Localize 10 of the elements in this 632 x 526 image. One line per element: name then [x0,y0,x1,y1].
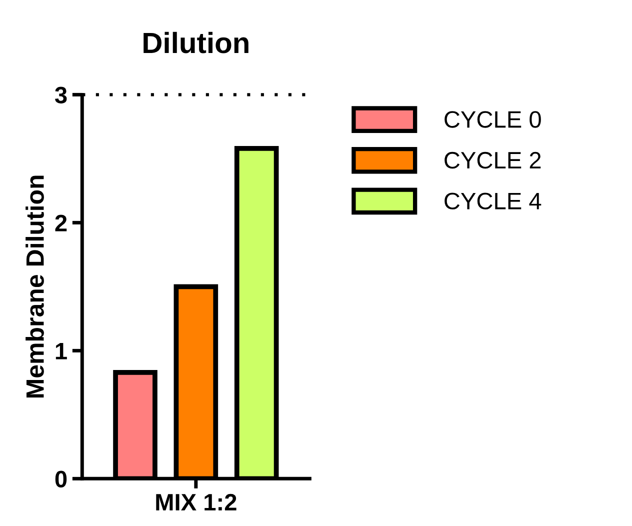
legend-label: CYCLE 0 [444,111,541,128]
chart-title: Dilution [144,32,248,54]
y-tick-label: 3 [54,86,67,104]
legend-label: CYCLE 2 [444,152,541,169]
x-tick-label: MIX 1:2 [156,494,236,510]
y-tick-label: 2 [55,214,67,232]
y-tick-label: 0 [55,470,67,488]
legend-label: CYCLE 4 [444,192,542,210]
y-tick-label: 1 [56,342,67,360]
y-axis-title: Membrane Dilution [26,176,44,398]
